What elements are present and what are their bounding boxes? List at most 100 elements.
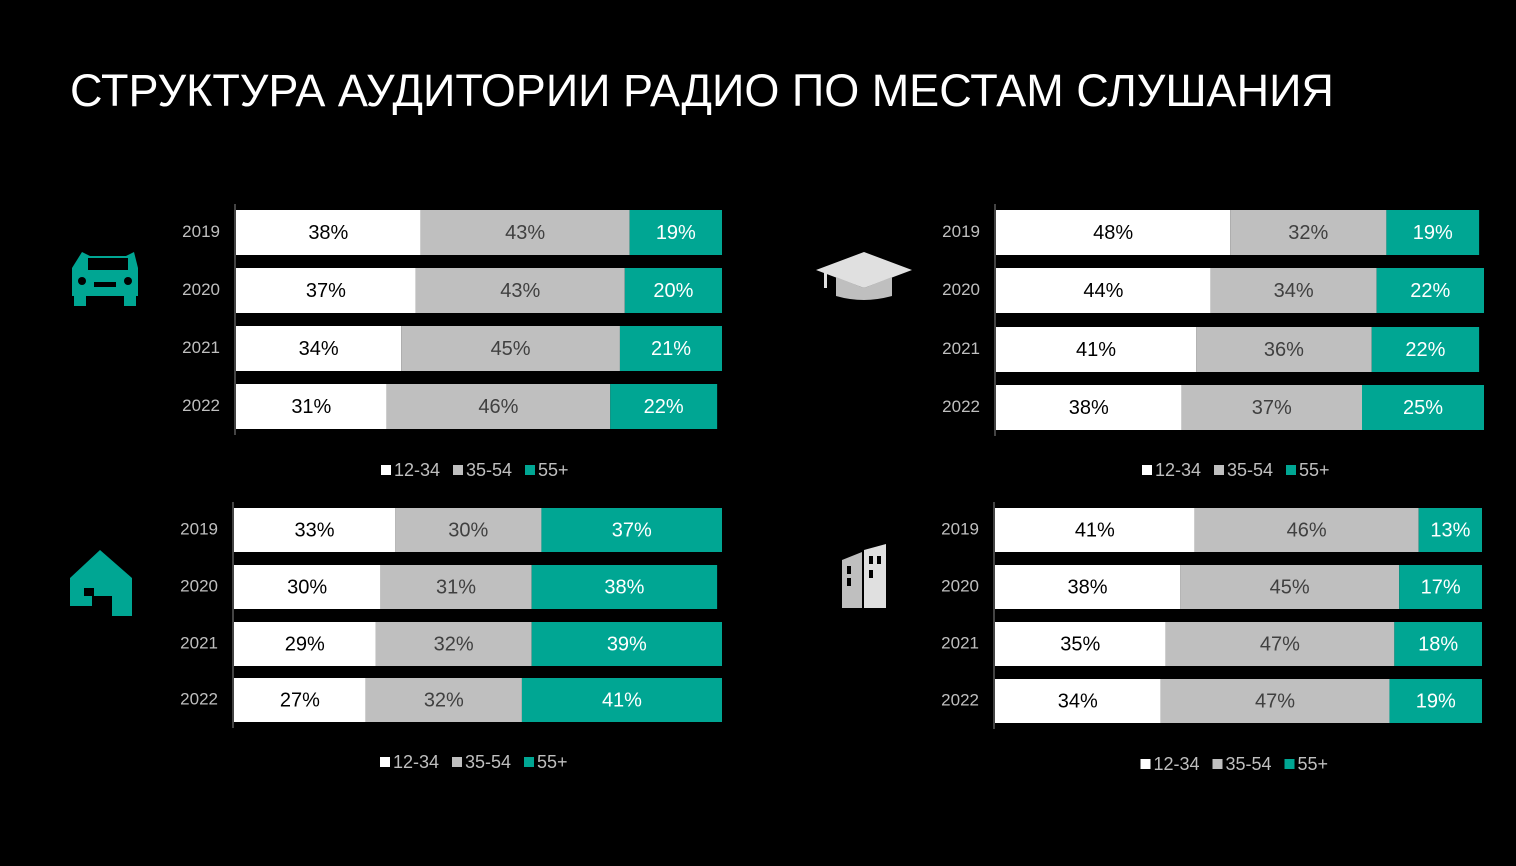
value-label: 38% [1068, 576, 1108, 598]
legend-swatch [1212, 759, 1223, 769]
legend-swatch [524, 757, 534, 767]
legend-label: 55+ [537, 752, 568, 772]
legend-swatch [380, 757, 390, 767]
legend-swatch [525, 465, 535, 475]
value-label: 32% [424, 689, 464, 711]
bar-segment [234, 678, 366, 722]
value-label: 22% [1410, 280, 1450, 302]
value-label: 21% [651, 338, 691, 360]
legend-swatch [381, 465, 391, 475]
value-label: 13% [1430, 519, 1470, 541]
value-label: 32% [434, 633, 474, 655]
y-tick-label: 2020 [941, 576, 979, 595]
value-label: 36% [1264, 339, 1304, 361]
value-label: 34% [1058, 690, 1098, 712]
bar-segment [420, 210, 630, 255]
value-label: 39% [607, 633, 647, 655]
bar-segment [380, 565, 532, 609]
value-label: 30% [287, 576, 327, 598]
value-label: 34% [299, 338, 339, 360]
value-label: 17% [1421, 576, 1461, 598]
bar-segment [995, 565, 1181, 609]
bar-segment [375, 622, 532, 666]
legend-swatch [1284, 759, 1295, 769]
legend-swatch [1214, 465, 1224, 475]
value-label: 31% [436, 576, 476, 598]
bar-segment [996, 210, 1231, 255]
bar-segment [996, 268, 1211, 313]
bar-segment [1230, 210, 1387, 255]
value-label: 45% [491, 338, 531, 360]
bar-segment [236, 326, 402, 371]
value-label: 32% [1288, 222, 1328, 244]
bar-segment [1210, 268, 1377, 313]
legend-label: 12-34 [1155, 460, 1201, 480]
value-label: 19% [1416, 690, 1456, 712]
bar-segment [995, 622, 1166, 666]
y-tick-label: 2020 [942, 280, 980, 299]
bar-segment [995, 679, 1161, 723]
bar-segment [619, 326, 722, 371]
y-tick-label: 2019 [180, 519, 218, 538]
value-label: 27% [280, 689, 320, 711]
legend-label: 55+ [1298, 754, 1329, 774]
bar-segment [541, 508, 722, 552]
y-tick-label: 2019 [182, 222, 220, 241]
value-label: 30% [448, 519, 488, 541]
y-tick-label: 2019 [942, 222, 980, 241]
value-label: 47% [1255, 690, 1295, 712]
legend-label: 35-54 [1227, 460, 1273, 480]
value-label: 25% [1403, 397, 1443, 419]
y-tick-label: 2022 [941, 690, 979, 709]
value-label: 41% [602, 689, 642, 711]
bar-segment [1389, 679, 1482, 723]
value-label: 22% [1405, 339, 1445, 361]
bar-segment [386, 384, 611, 429]
y-tick-label: 2022 [942, 397, 980, 416]
value-label: 33% [295, 519, 335, 541]
bar-segment [996, 327, 1197, 372]
legend-swatch [452, 757, 462, 767]
y-tick-label: 2022 [180, 689, 218, 708]
bar-segment [236, 268, 416, 313]
bar-segment [234, 508, 396, 552]
bar-segment [415, 268, 625, 313]
value-label: 22% [644, 396, 684, 418]
value-label: 20% [653, 280, 693, 302]
value-label: 48% [1093, 222, 1133, 244]
bar-segment [610, 384, 718, 429]
bar-segment [1376, 268, 1484, 313]
bar-segment [234, 565, 381, 609]
value-label: 38% [308, 222, 348, 244]
legend-label: 55+ [1299, 460, 1330, 480]
value-label: 37% [612, 519, 652, 541]
legend-swatch [1286, 465, 1296, 475]
y-tick-label: 2021 [941, 633, 979, 652]
bar-segment [521, 678, 722, 722]
value-label: 43% [505, 222, 545, 244]
value-label: 43% [500, 280, 540, 302]
value-label: 31% [291, 396, 331, 418]
value-label: 35% [1060, 633, 1100, 655]
title: СТРУКТУРА АУДИТОРИИ РАДИО ПО МЕСТАМ СЛУШ… [70, 65, 1334, 116]
value-label: 41% [1076, 339, 1116, 361]
value-label: 47% [1260, 633, 1300, 655]
value-label: 18% [1418, 633, 1458, 655]
bar-segment [1371, 327, 1480, 372]
bar-segment [1196, 327, 1372, 372]
value-label: 45% [1270, 576, 1310, 598]
bar-segment [996, 385, 1182, 430]
car-icon [72, 252, 138, 306]
value-label: 38% [604, 576, 644, 598]
value-label: 37% [306, 280, 346, 302]
y-tick-label: 2021 [942, 339, 980, 358]
legend-label: 12-34 [394, 460, 440, 480]
bar-segment [1418, 508, 1482, 552]
legend-label: 12-34 [393, 752, 439, 772]
bar-segment [395, 508, 542, 552]
house-icon [70, 550, 132, 616]
value-label: 29% [285, 633, 325, 655]
legend-label: 35-54 [466, 460, 512, 480]
